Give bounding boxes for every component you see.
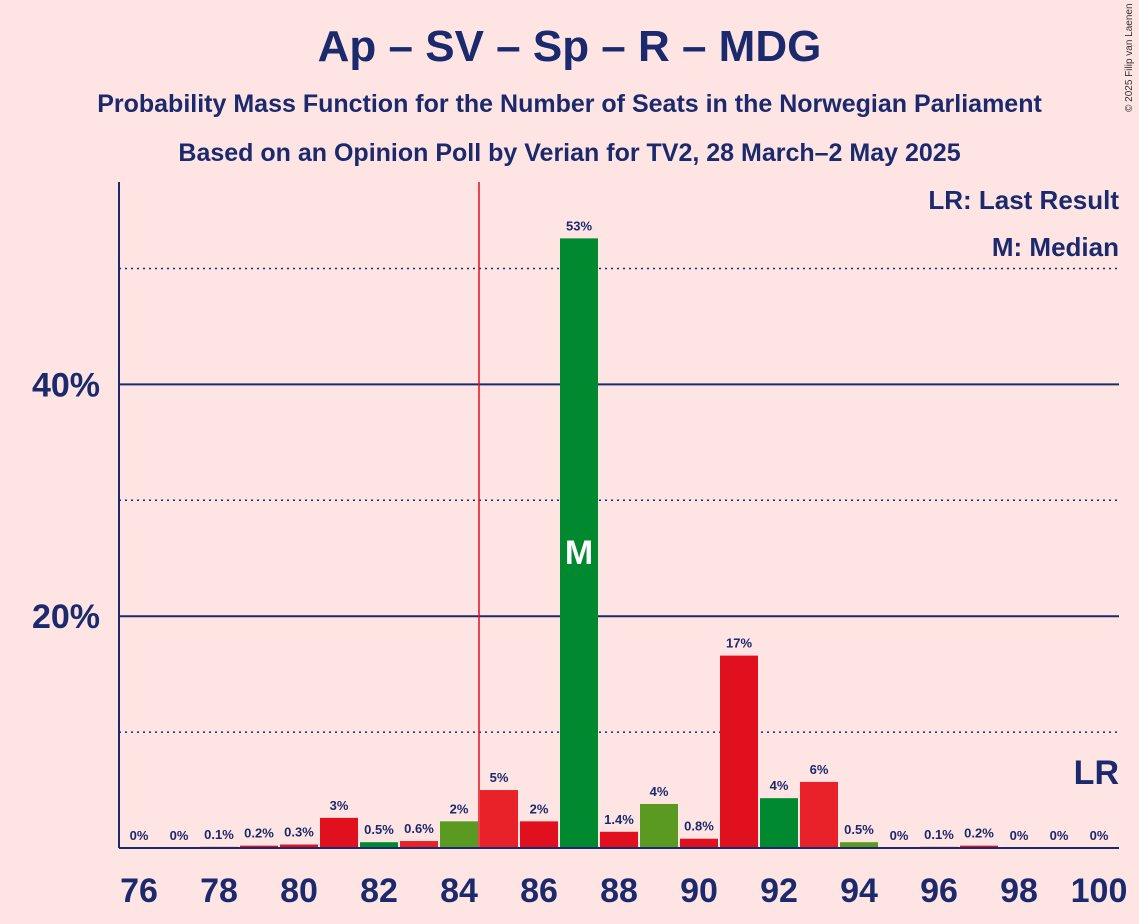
data-label-seat-93: 6% (810, 762, 829, 777)
bar-seat-97 (960, 845, 998, 848)
data-label-seat-80: 0.3% (284, 825, 314, 840)
legend-median: M: Median (991, 232, 1119, 262)
y-tick-label: 20% (32, 598, 100, 636)
data-label-seat-95: 0% (890, 828, 909, 843)
x-tick-label: 90 (680, 872, 718, 910)
data-label-seat-85: 5% (490, 770, 509, 785)
data-label-seat-91: 17% (726, 636, 752, 651)
y-tick-label: 40% (32, 366, 100, 404)
legend-last-result: LR: Last Result (928, 185, 1119, 215)
data-label-seat-98: 0% (1010, 828, 1029, 843)
x-tick-label: 94 (840, 872, 878, 910)
bar-seat-91 (720, 655, 758, 848)
last-result-marker: LR (1074, 754, 1119, 792)
data-label-seat-86: 2% (530, 801, 549, 816)
bar-seat-93 (800, 781, 838, 848)
chart-subtitle-1: Probability Mass Function for the Number… (97, 90, 1042, 118)
x-tick-label: 82 (360, 872, 398, 910)
data-label-seat-87: 53% (566, 218, 592, 233)
bar-seat-79 (240, 845, 278, 848)
data-label-seat-77: 0% (170, 828, 189, 843)
data-label-seat-99: 0% (1050, 828, 1069, 843)
x-tick-label: 84 (440, 872, 478, 910)
x-tick-label: 98 (1000, 872, 1038, 910)
x-tick-label: 92 (760, 872, 798, 910)
data-label-seat-90: 0.8% (684, 819, 714, 834)
data-label-seat-82: 0.5% (364, 822, 394, 837)
x-tick-label: 80 (280, 872, 318, 910)
data-label-seat-81: 3% (330, 798, 349, 813)
x-tick-label: 88 (600, 872, 638, 910)
chart-subtitle-2: Based on an Opinion Poll by Verian for T… (178, 139, 961, 167)
bar-seat-88 (600, 831, 638, 848)
data-label-seat-78: 0.1% (204, 827, 234, 842)
bar-seat-82 (360, 842, 398, 848)
data-label-seat-88: 1.4% (604, 812, 634, 827)
data-label-seat-94: 0.5% (844, 822, 874, 837)
bar-seat-92 (760, 798, 798, 848)
bar-seat-81 (320, 817, 358, 848)
bar-seat-83 (400, 841, 438, 848)
chart-title: Ap – SV – Sp – R – MDG (317, 22, 822, 71)
x-tick-label: 96 (920, 872, 958, 910)
x-tick-label: 78 (200, 872, 238, 910)
x-tick-label: 100 (1071, 872, 1128, 910)
bar-seat-80 (280, 844, 318, 848)
bar-seat-87 (560, 238, 598, 849)
bar-seat-86 (520, 821, 558, 848)
data-label-seat-97: 0.2% (964, 826, 994, 841)
data-label-seat-89: 4% (650, 784, 669, 799)
median-marker: M (565, 534, 593, 572)
data-label-seat-83: 0.6% (404, 821, 434, 836)
bar-seat-84 (440, 821, 478, 848)
bar-seat-94 (840, 842, 878, 848)
bar-seat-89 (640, 803, 678, 848)
data-label-seat-100: 0% (1090, 828, 1109, 843)
x-tick-label: 76 (120, 872, 158, 910)
x-tick-label: 86 (520, 872, 558, 910)
data-label-seat-92: 4% (770, 778, 789, 793)
data-label-seat-96: 0.1% (924, 827, 954, 842)
data-label-seat-76: 0% (130, 828, 149, 843)
data-label-seat-79: 0.2% (244, 826, 274, 841)
data-label-seat-84: 2% (450, 801, 469, 816)
bar-seat-85 (480, 790, 518, 848)
bar-seat-90 (680, 838, 718, 848)
